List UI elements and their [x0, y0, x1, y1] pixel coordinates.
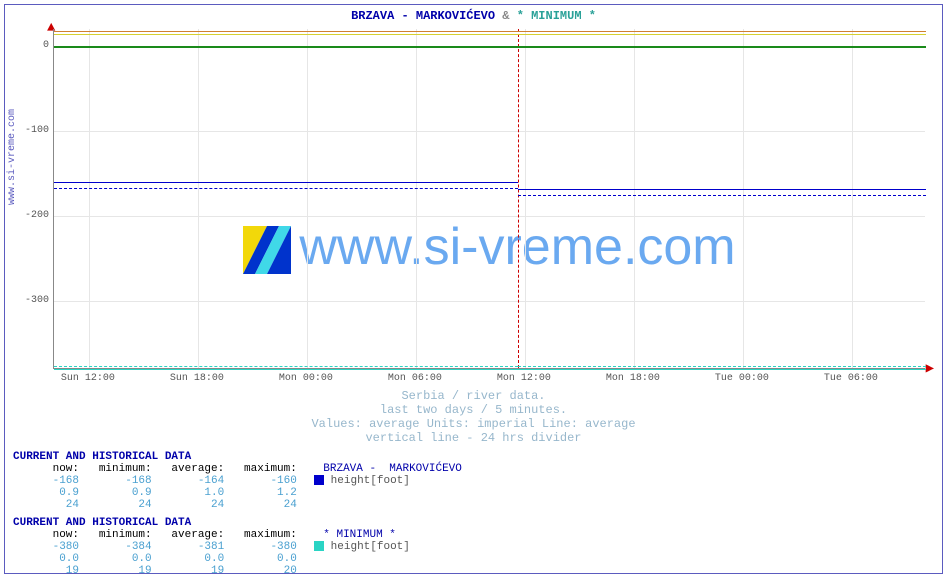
subtitle-3: Values: average Units: imperial Line: av…	[5, 417, 942, 431]
subtitle-2: last two days / 5 minutes.	[5, 403, 942, 417]
data-tables: CURRENT AND HISTORICAL DATA now: minimum…	[13, 445, 462, 577]
table-row: -168 -168 -164 -160 height[foot]	[13, 475, 462, 487]
table-row: -380 -384 -381 -380 height[foot]	[13, 541, 462, 553]
xtick-label: Tue 00:00	[715, 373, 769, 384]
xtick-label: Mon 00:00	[279, 373, 333, 384]
arrow-right-icon: ▶	[926, 362, 934, 376]
gridline-v	[634, 29, 635, 368]
y-axis-label: www.si-vreme.com	[7, 109, 18, 205]
chart-frame: BRZAVA - MARKOVIĆEVO & * MINIMUM * www.s…	[4, 4, 943, 574]
xtick-label: Mon 06:00	[388, 373, 442, 384]
title-amp: &	[502, 9, 509, 23]
xtick-label: Mon 12:00	[497, 373, 551, 384]
subtitle-1: Serbia / river data.	[5, 389, 942, 403]
gridline-h	[54, 301, 925, 302]
ytick-label: 0	[5, 40, 49, 51]
series-line	[54, 182, 518, 183]
title-series-2: * MINIMUM *	[517, 9, 596, 23]
watermark: www.si-vreme.com	[54, 217, 925, 277]
divider-vline	[518, 29, 519, 368]
ytick-label: -300	[5, 295, 49, 306]
series-line	[518, 189, 926, 190]
gridline-h	[54, 216, 925, 217]
series-line	[54, 31, 926, 32]
series-line	[54, 34, 926, 35]
table-title: CURRENT AND HISTORICAL DATA	[13, 517, 462, 529]
title-series-1: BRZAVA - MARKOVIĆEVO	[351, 9, 495, 23]
series-line	[54, 369, 518, 370]
legend-swatch	[314, 541, 324, 551]
table-header-row: now: minimum: average: maximum: BRZAVA -…	[13, 463, 462, 475]
series-line	[518, 369, 926, 370]
series-line	[54, 366, 518, 367]
table-row: 24 24 24 24	[13, 499, 462, 511]
gridline-h	[54, 131, 925, 132]
table-row: 19 19 19 20	[13, 565, 462, 577]
legend-label: height[foot]	[331, 475, 410, 487]
gridline-v	[307, 29, 308, 368]
gridline-v	[525, 29, 526, 368]
xtick-label: Sun 18:00	[170, 373, 224, 384]
table-row: 0.9 0.9 1.0 1.2	[13, 487, 462, 499]
legend-label: height[foot]	[331, 541, 410, 553]
ytick-label: -200	[5, 210, 49, 221]
logo-icon	[243, 226, 291, 274]
series-line	[54, 46, 926, 48]
series-line	[518, 195, 926, 196]
plot-area: www.si-vreme.com	[53, 29, 925, 369]
gridline-v	[743, 29, 744, 368]
series-line	[54, 188, 518, 189]
ytick-label: -100	[5, 125, 49, 136]
table-header-row: now: minimum: average: maximum: * MINIMU…	[13, 529, 462, 541]
legend-swatch	[314, 475, 324, 485]
series-line	[518, 366, 926, 367]
table-row: 0.0 0.0 0.0 0.0	[13, 553, 462, 565]
subtitle-4: vertical line - 24 hrs divider	[5, 431, 942, 445]
gridline-v	[198, 29, 199, 368]
xtick-label: Sun 12:00	[61, 373, 115, 384]
gridline-v	[416, 29, 417, 368]
xtick-label: Mon 18:00	[606, 373, 660, 384]
xtick-label: Tue 06:00	[824, 373, 878, 384]
chart-title: BRZAVA - MARKOVIĆEVO & * MINIMUM *	[5, 5, 942, 23]
gridline-v	[852, 29, 853, 368]
table-title: CURRENT AND HISTORICAL DATA	[13, 451, 462, 463]
gridline-v	[89, 29, 90, 368]
